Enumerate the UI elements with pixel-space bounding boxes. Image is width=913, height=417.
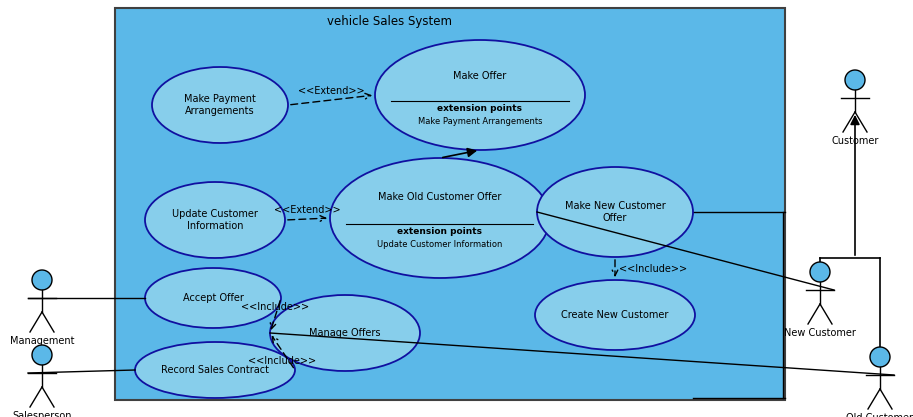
- Text: <<Include>>: <<Include>>: [248, 356, 317, 365]
- Text: Make Payment
Arrangements: Make Payment Arrangements: [184, 94, 256, 116]
- Ellipse shape: [152, 67, 288, 143]
- Text: Update Customer Information: Update Customer Information: [377, 240, 503, 249]
- Text: Accept Offer: Accept Offer: [183, 293, 244, 303]
- Text: extension points: extension points: [397, 227, 482, 236]
- Text: Salesperson: Salesperson: [12, 411, 72, 417]
- Text: Record Sales Contract: Record Sales Contract: [161, 365, 269, 375]
- Text: Customer: Customer: [832, 136, 878, 146]
- Text: Create New Customer: Create New Customer: [561, 310, 668, 320]
- Ellipse shape: [145, 182, 285, 258]
- Text: Management: Management: [10, 336, 74, 346]
- Text: extension points: extension points: [437, 103, 522, 113]
- Text: <<Include>>: <<Include>>: [241, 301, 310, 311]
- Circle shape: [32, 270, 52, 290]
- Ellipse shape: [535, 280, 695, 350]
- Ellipse shape: [145, 268, 281, 328]
- Ellipse shape: [330, 158, 550, 278]
- Text: <<Extend>>: <<Extend>>: [299, 86, 365, 96]
- Text: Make Offer: Make Offer: [454, 71, 507, 81]
- Circle shape: [32, 345, 52, 365]
- Circle shape: [870, 347, 890, 367]
- Circle shape: [810, 262, 830, 282]
- Text: Manage Offers: Manage Offers: [310, 328, 381, 338]
- Ellipse shape: [270, 295, 420, 371]
- Text: Make New Customer
Offer: Make New Customer Offer: [564, 201, 666, 223]
- Ellipse shape: [375, 40, 585, 150]
- Text: Old Customer: Old Customer: [846, 413, 913, 417]
- Text: Update Customer
Information: Update Customer Information: [172, 209, 258, 231]
- FancyBboxPatch shape: [115, 8, 785, 400]
- Circle shape: [845, 70, 865, 90]
- Text: <<Include>>: <<Include>>: [619, 264, 687, 274]
- Text: Make Old Customer Offer: Make Old Customer Offer: [378, 192, 501, 202]
- Text: Make Payment Arrangements: Make Payment Arrangements: [418, 116, 542, 126]
- Ellipse shape: [537, 167, 693, 257]
- Text: New Customer: New Customer: [784, 328, 855, 338]
- Ellipse shape: [135, 342, 295, 398]
- Text: vehicle Sales System: vehicle Sales System: [328, 15, 453, 28]
- Text: <<Extend>>: <<Extend>>: [274, 205, 341, 215]
